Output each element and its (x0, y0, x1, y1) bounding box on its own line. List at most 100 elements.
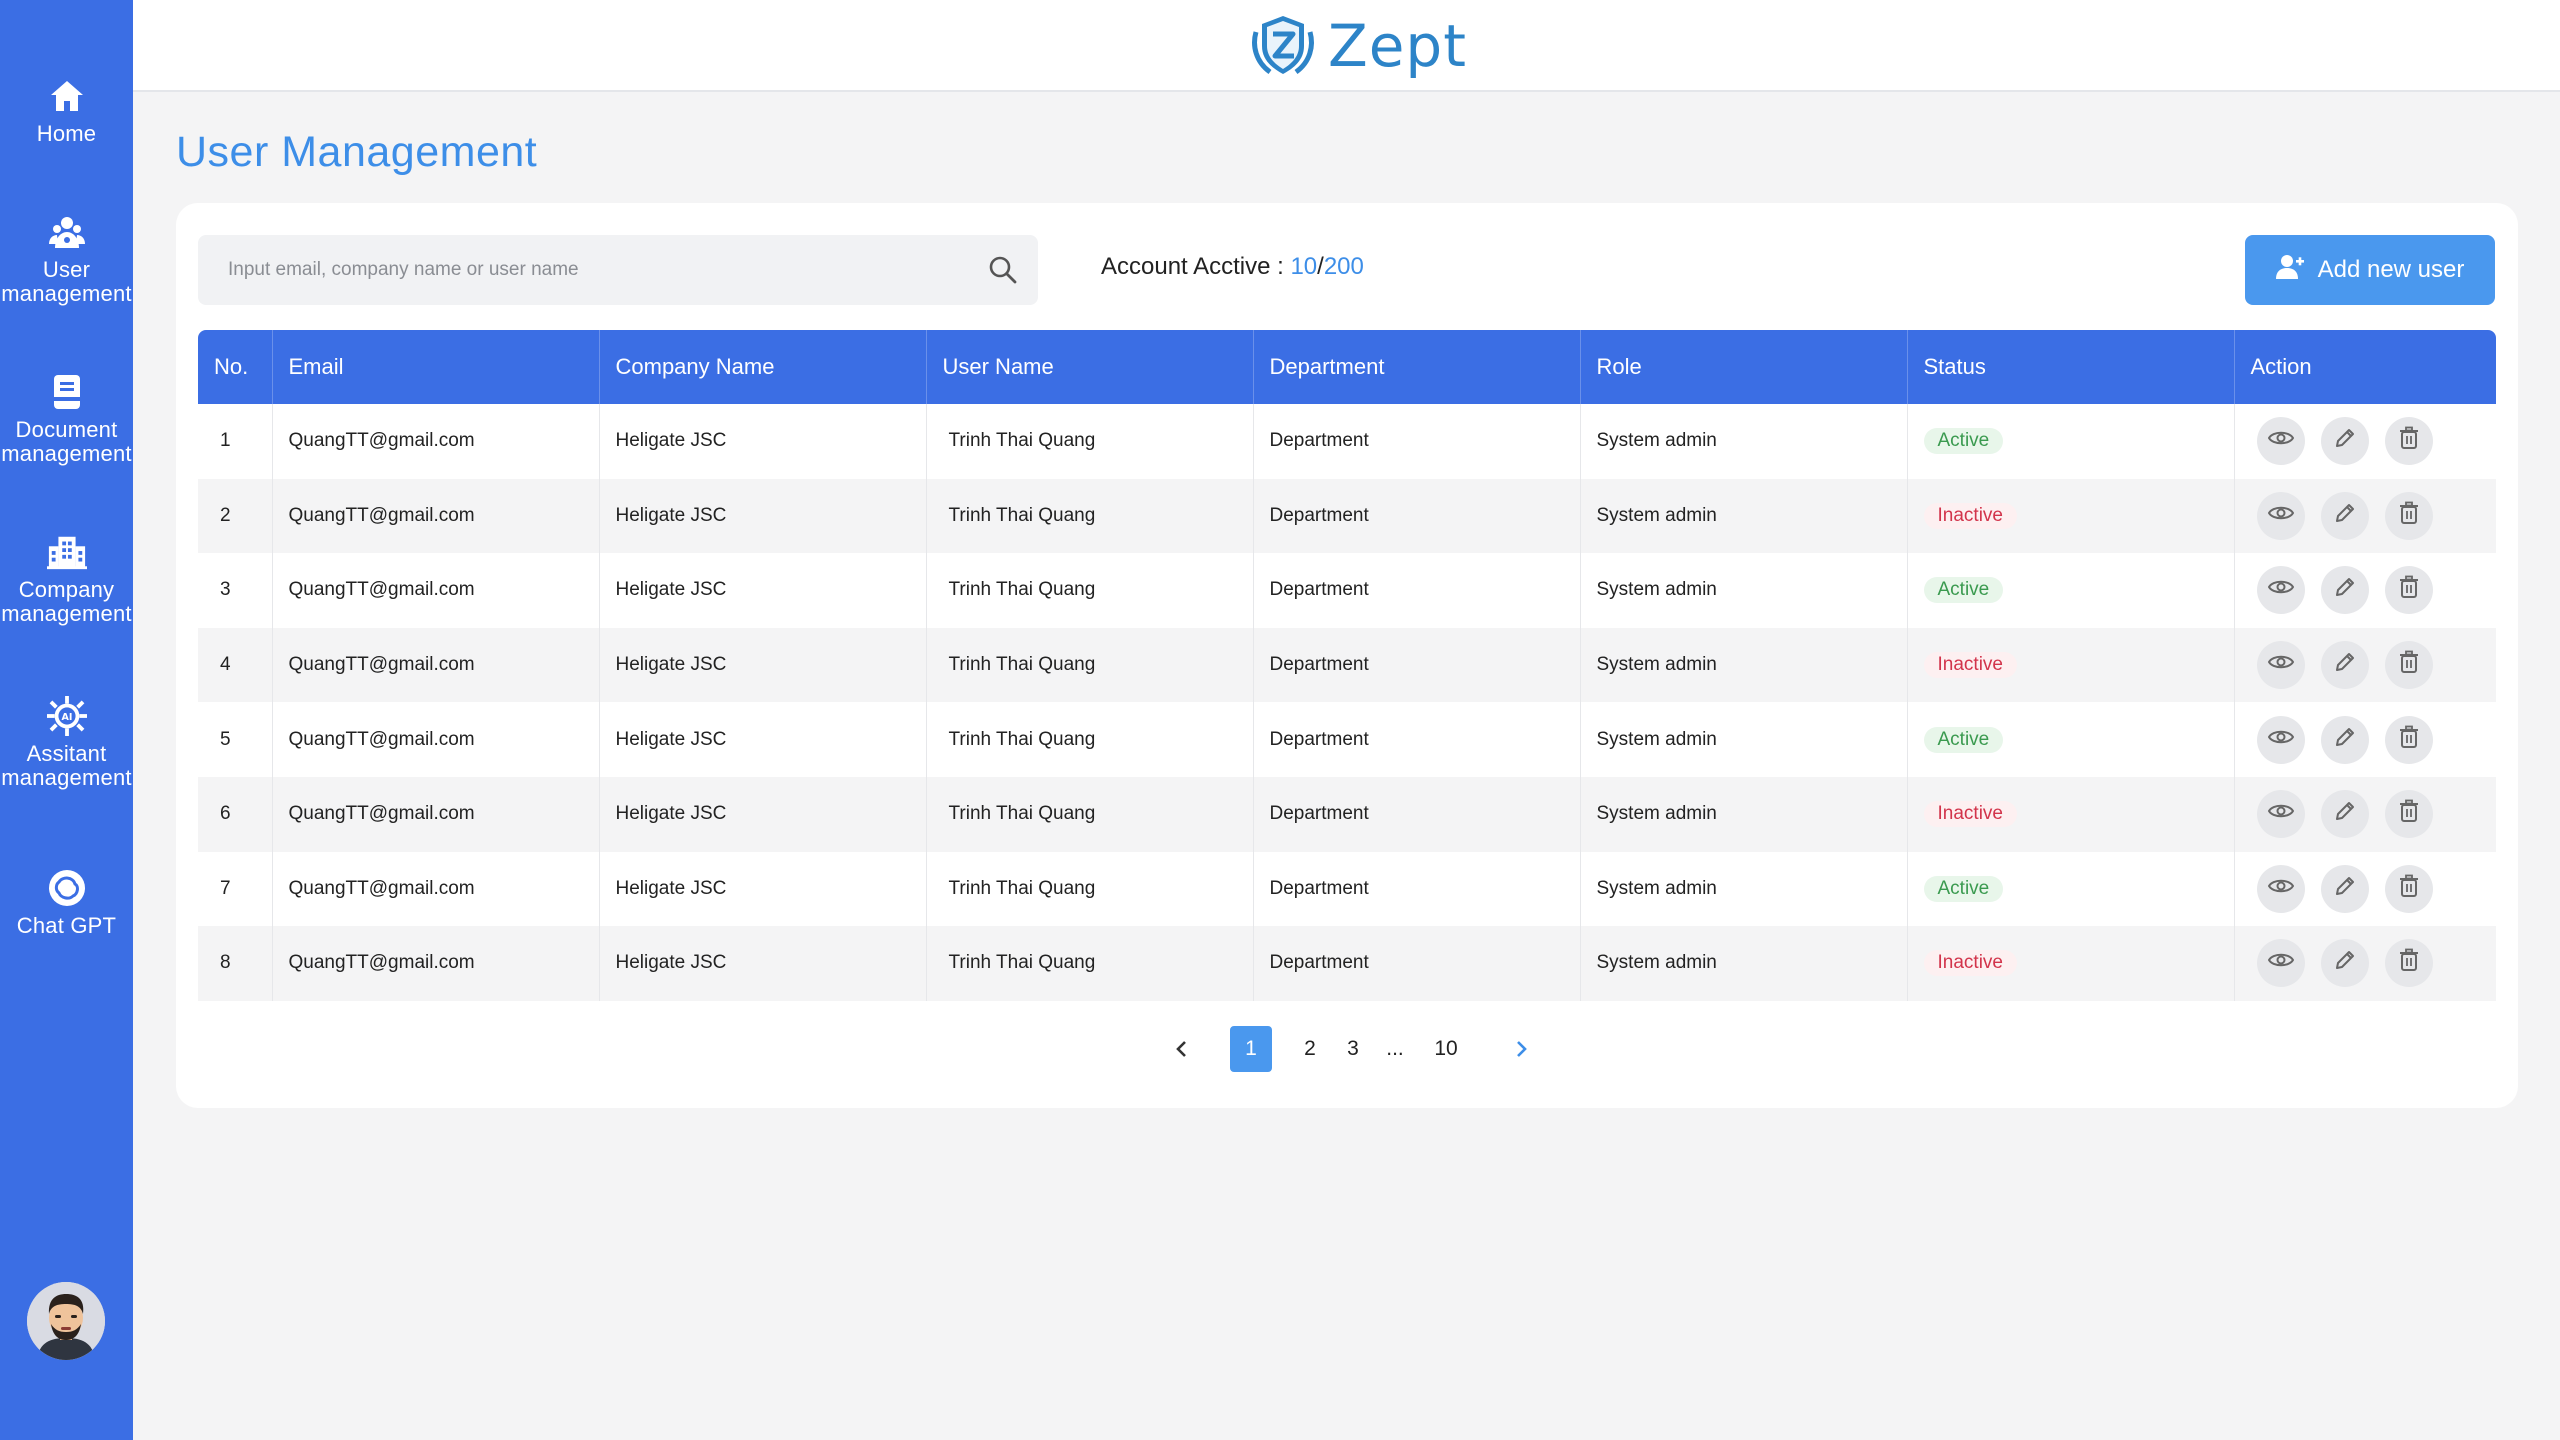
header-no[interactable]: No. (198, 330, 272, 404)
cell-action (2233, 553, 2496, 628)
header-email[interactable]: Email (271, 330, 599, 404)
header-user-name[interactable]: User Name (925, 330, 1253, 404)
eye-icon (2267, 728, 2294, 752)
delete-button[interactable] (2384, 864, 2433, 913)
edit-button[interactable] (2320, 790, 2369, 839)
view-button[interactable] (2256, 417, 2305, 466)
eye-icon (2267, 504, 2294, 528)
edit-button[interactable] (2320, 864, 2369, 913)
delete-button[interactable] (2384, 491, 2433, 540)
cell-no: 2 (198, 478, 272, 554)
sidebar-item-label: User management (1, 257, 132, 306)
brand-logo[interactable]: Zept (1248, 12, 1467, 80)
brand-name: Zept (1328, 12, 1467, 80)
cell-action (2233, 627, 2496, 703)
sidebar-item-user-management[interactable]: User management (0, 212, 133, 306)
trash-icon (2399, 575, 2419, 605)
cell-status: Inactive (1906, 926, 2234, 1001)
sidebar-item-chat-gpt[interactable]: Chat GPT (0, 868, 133, 938)
page-2[interactable]: 2 (1304, 1037, 1316, 1060)
eye-icon (2267, 802, 2294, 826)
cell-email: QuangTT@gmail.com (271, 702, 599, 777)
trash-icon (2399, 426, 2419, 456)
header-status[interactable]: Status (1906, 330, 2234, 404)
next-page-button[interactable] (1501, 1026, 1541, 1072)
table-row[interactable]: 7 QuangTT@gmail.com Heligate JSC Trinh Thai… (198, 851, 2496, 927)
delete-button[interactable] (2384, 790, 2433, 839)
page-10[interactable]: 10 (1434, 1037, 1458, 1060)
eye-icon (2267, 578, 2294, 602)
delete-button[interactable] (2384, 939, 2433, 988)
delete-button[interactable] (2384, 641, 2433, 690)
pencil-icon (2334, 875, 2356, 903)
prev-page-button[interactable] (1162, 1026, 1202, 1072)
trash-icon (2399, 799, 2419, 829)
account-active-counter: Account Acctive : 10/200 (1101, 253, 1364, 281)
page-3[interactable]: 3 (1347, 1037, 1359, 1060)
edit-button[interactable] (2320, 491, 2369, 540)
cell-department: Department (1252, 851, 1580, 927)
view-button[interactable] (2256, 491, 2305, 540)
view-button[interactable] (2256, 566, 2305, 615)
edit-button[interactable] (2320, 939, 2369, 988)
sidebar-item-company-management[interactable]: Company management (0, 532, 133, 626)
search-input[interactable] (198, 235, 958, 305)
edit-button[interactable] (2320, 641, 2369, 690)
cell-department: Department (1252, 702, 1580, 777)
cell-company: Heligate JSC (598, 404, 926, 479)
trash-icon (2399, 501, 2419, 531)
delete-button[interactable] (2384, 566, 2433, 615)
sidebar-item-assistant-management[interactable]: AI Assitant management (0, 696, 133, 790)
view-button[interactable] (2256, 939, 2305, 988)
cell-user-name: Trinh Thai Quang (925, 702, 1253, 777)
view-button[interactable] (2256, 715, 2305, 764)
status-badge: Active (1923, 428, 2004, 455)
status-badge: Inactive (1923, 950, 2017, 977)
table-row[interactable]: 2 QuangTT@gmail.com Heligate JSC Trinh Thai… (198, 478, 2496, 554)
header-action: Action (2233, 330, 2496, 404)
delete-button[interactable] (2384, 417, 2433, 466)
search-box (198, 235, 1038, 305)
edit-button[interactable] (2320, 566, 2369, 615)
table-row[interactable]: 4 QuangTT@gmail.com Heligate JSC Trinh Thai… (198, 627, 2496, 703)
sidebar-item-home[interactable]: Home (0, 76, 133, 146)
trash-icon (2399, 948, 2419, 978)
edit-button[interactable] (2320, 715, 2369, 764)
cell-company: Heligate JSC (598, 702, 926, 777)
cell-role: System admin (1579, 404, 1907, 479)
delete-button[interactable] (2384, 715, 2433, 764)
cell-action (2233, 478, 2496, 554)
cell-email: QuangTT@gmail.com (271, 926, 599, 1001)
page-ellipsis: ... (1386, 1037, 1404, 1060)
trash-icon (2399, 650, 2419, 680)
view-button[interactable] (2256, 864, 2305, 913)
add-new-user-label: Add new user (2317, 256, 2465, 283)
sidebar: Home User management Document management… (0, 0, 133, 1440)
table-row[interactable]: 5 QuangTT@gmail.com Heligate JSC Trinh Thai… (198, 702, 2496, 777)
header-department[interactable]: Department (1252, 330, 1580, 404)
pencil-icon (2334, 949, 2356, 977)
pencil-icon (2334, 427, 2356, 455)
sidebar-item-label: Company management (1, 577, 132, 626)
header-role[interactable]: Role (1579, 330, 1907, 404)
table-row[interactable]: 1 QuangTT@gmail.com Heligate JSC Trinh Thai… (198, 404, 2496, 479)
edit-button[interactable] (2320, 417, 2369, 466)
table-row[interactable]: 6 QuangTT@gmail.com Heligate JSC Trinh Thai… (198, 776, 2496, 852)
table-row[interactable]: 8 QuangTT@gmail.com Heligate JSC Trinh Thai… (198, 926, 2496, 1001)
header-company-name[interactable]: Company Name (598, 330, 926, 404)
sidebar-item-label: Assitant management (1, 741, 132, 790)
account-active-label: Account Acctive : (1101, 253, 1284, 280)
view-button[interactable] (2256, 641, 2305, 690)
cell-user-name: Trinh Thai Quang (925, 776, 1253, 852)
table-row[interactable]: 3 QuangTT@gmail.com Heligate JSC Trinh Thai… (198, 553, 2496, 628)
avatar[interactable] (27, 1282, 105, 1360)
search-icon[interactable] (988, 255, 1018, 285)
add-new-user-button[interactable]: Add new user (2245, 235, 2495, 305)
cell-role: System admin (1579, 702, 1907, 777)
trash-icon (2399, 725, 2419, 755)
status-badge: Active (1923, 577, 2004, 604)
sidebar-item-document-management[interactable]: Document management (0, 372, 133, 466)
view-button[interactable] (2256, 790, 2305, 839)
account-total-count: 200 (1323, 253, 1364, 280)
page-1[interactable]: 1 (1230, 1026, 1272, 1072)
